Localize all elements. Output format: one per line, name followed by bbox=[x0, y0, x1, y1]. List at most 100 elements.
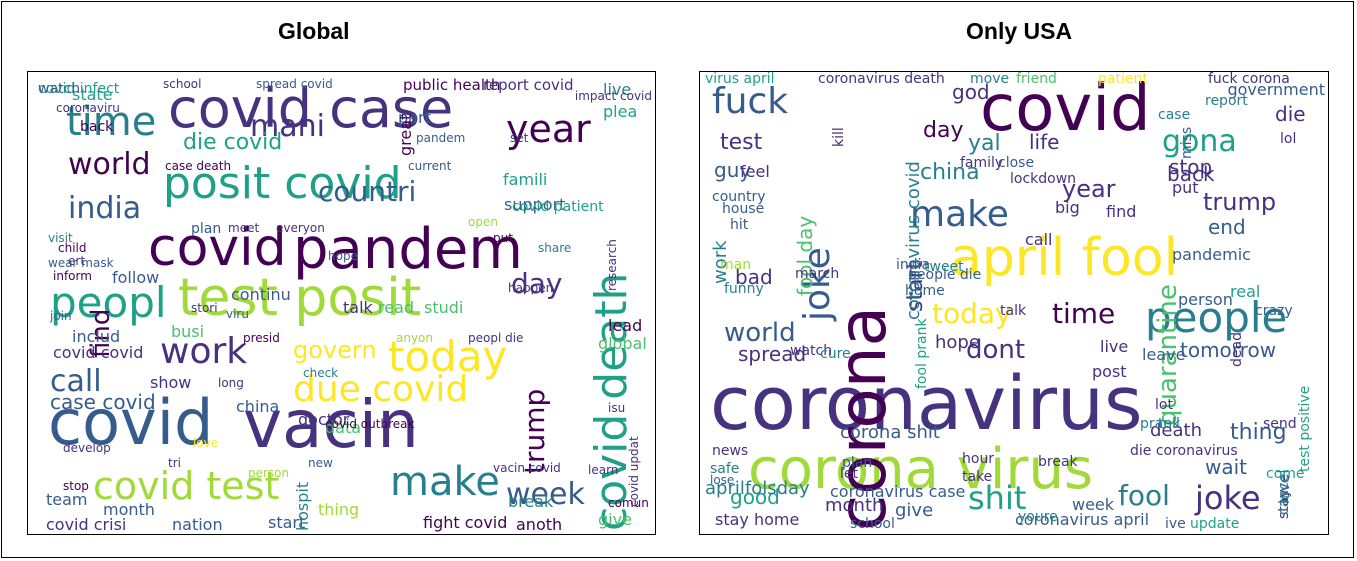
cloud-word: youre bbox=[1018, 509, 1058, 525]
cloud-word: cure bbox=[820, 346, 851, 362]
cloud-word: case bbox=[1158, 107, 1191, 123]
cloud-word: case covid bbox=[50, 390, 156, 414]
cloud-word: patient bbox=[1098, 71, 1148, 87]
cloud-word: covid outbreak bbox=[325, 417, 415, 431]
cloud-word: develop bbox=[63, 441, 111, 455]
cloud-word: virus april bbox=[705, 71, 775, 87]
cloud-word: end bbox=[1208, 215, 1246, 239]
cloud-word: lose bbox=[710, 473, 735, 487]
cloud-word: live bbox=[1100, 337, 1129, 356]
cloud-word: test bbox=[720, 130, 763, 155]
cloud-word: call bbox=[50, 364, 102, 399]
cloud-word: plan bbox=[191, 221, 222, 237]
cloud-word: man bbox=[720, 257, 752, 273]
cloud-word: fool day bbox=[793, 215, 817, 296]
global-word-cloud: covid case covid vacin pandem posit covid tes… bbox=[27, 71, 656, 535]
cloud-word: back bbox=[1167, 162, 1215, 186]
cloud-word: die bbox=[1275, 102, 1306, 126]
cloud-word: cancel bbox=[1276, 469, 1292, 515]
cloud-word: shit bbox=[968, 479, 1027, 517]
cloud-word: death bbox=[1150, 420, 1202, 441]
cloud-word: impact covid bbox=[574, 89, 652, 103]
cloud-word: fight covid bbox=[423, 513, 508, 532]
cloud-word: week bbox=[1072, 495, 1115, 514]
cloud-word: covid infect bbox=[38, 81, 120, 97]
cloud-word: school bbox=[163, 77, 202, 91]
cloud-word: break bbox=[1038, 454, 1078, 470]
cloud-word: tweet bbox=[924, 259, 964, 275]
cloud-word: comun bbox=[608, 496, 649, 510]
cloud-word: year bbox=[506, 107, 591, 151]
cloud-word: move bbox=[970, 71, 1010, 87]
cloud-word: meet bbox=[228, 221, 260, 235]
cloud-word: china bbox=[920, 160, 980, 185]
cloud-word: test posit bbox=[178, 268, 422, 328]
cloud-word: share bbox=[538, 241, 572, 255]
cloud-word: call bbox=[1025, 230, 1053, 249]
cloud-word: send bbox=[1263, 416, 1297, 432]
cloud-word: country bbox=[712, 189, 766, 205]
cloud-word: wait bbox=[1205, 455, 1248, 479]
cloud-word: safe bbox=[710, 461, 740, 477]
cloud-word: research bbox=[605, 239, 619, 292]
cloud-word: miss bbox=[1179, 126, 1195, 159]
cloud-word: yal bbox=[968, 131, 1001, 156]
left-panel-title: Global bbox=[278, 18, 350, 44]
cloud-word: stori bbox=[191, 301, 218, 315]
cloud-word: let bbox=[840, 466, 858, 482]
cloud-word: global bbox=[598, 334, 647, 353]
cloud-word: famili bbox=[503, 170, 548, 189]
cloud-word: vacin bbox=[243, 386, 419, 463]
cloud-word: post bbox=[1092, 362, 1127, 381]
cloud-word: case death bbox=[165, 159, 232, 173]
cloud-word: child bbox=[58, 241, 87, 255]
cloud-word: india bbox=[68, 191, 142, 226]
cloud-word: test positive bbox=[1297, 385, 1313, 472]
cloud-word: life bbox=[1029, 130, 1060, 154]
cloud-word: stop bbox=[63, 479, 89, 493]
cloud-word: ert bbox=[68, 254, 86, 268]
right-panel-title: Only USA bbox=[966, 18, 1073, 44]
cloud-word: plea bbox=[603, 102, 638, 121]
cloud-word: home bbox=[905, 283, 945, 299]
cloud-word: open bbox=[468, 215, 498, 229]
cloud-word: world bbox=[724, 318, 796, 348]
cloud-word: anoth bbox=[516, 515, 563, 534]
cloud-word: data bbox=[325, 418, 362, 437]
cloud-word: die covid bbox=[183, 130, 283, 155]
cloud-word: talk bbox=[343, 298, 373, 317]
cloud-word: today bbox=[388, 332, 508, 381]
cloud-word: week bbox=[506, 477, 585, 512]
cloud-word: give bbox=[895, 500, 934, 521]
cloud-word: hope bbox=[935, 332, 980, 353]
cloud-word: guy bbox=[714, 158, 752, 182]
cloud-word: coronavirus april bbox=[1015, 510, 1150, 529]
cloud-word: god bbox=[952, 80, 990, 104]
cloud-word: love bbox=[193, 436, 219, 450]
cloud-word: great bbox=[396, 113, 415, 157]
cloud-word: world bbox=[68, 147, 151, 182]
cloud-word: covid bbox=[148, 218, 287, 278]
cloud-word: hope bbox=[328, 249, 358, 263]
cloud-word: coronavirus case bbox=[830, 482, 966, 501]
cloud-word: start bbox=[268, 513, 306, 532]
cloud-word: fool bbox=[1118, 479, 1170, 512]
cloud-word: time bbox=[1052, 297, 1116, 330]
cloud-word: feel bbox=[740, 162, 770, 181]
cloud-word: tell bbox=[1158, 416, 1180, 432]
cloud-word: spread bbox=[738, 342, 807, 366]
cloud-word: team bbox=[46, 490, 88, 509]
cloud-word: coronavirus death bbox=[818, 71, 945, 87]
cloud-word: family bbox=[960, 155, 1004, 171]
cloud-word: thing bbox=[1230, 420, 1287, 445]
cloud-word: mani bbox=[250, 109, 325, 144]
cloud-word: close bbox=[998, 155, 1035, 171]
cloud-word: watch bbox=[790, 343, 833, 359]
cloud-word: plan bbox=[842, 455, 873, 471]
cloud-word: hit bbox=[730, 217, 749, 233]
cloud-word: month bbox=[103, 500, 155, 519]
cloud-word: presid bbox=[243, 331, 280, 345]
cloud-word: government bbox=[1227, 80, 1325, 99]
cloud-word: india bbox=[896, 257, 931, 273]
